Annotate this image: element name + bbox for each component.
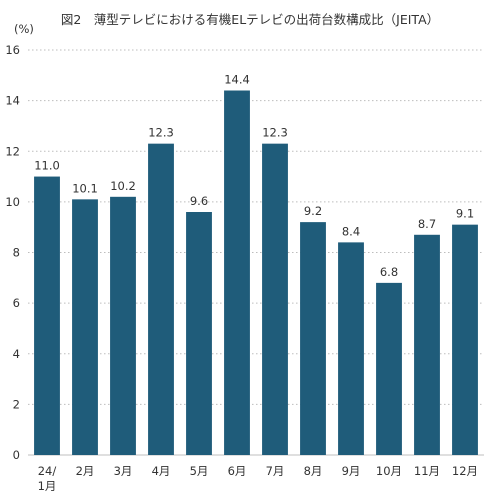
chart-title: 図2 薄型テレビにおける有機ELテレビの出荷台数構成比（JEITA） (60, 12, 440, 27)
bar (452, 224, 478, 455)
data-label: 10.1 (72, 181, 98, 195)
x-tick-label: 24/ (38, 464, 57, 478)
data-label: 6.8 (380, 265, 398, 279)
bar (300, 222, 326, 455)
x-tick-label: 5月 (190, 464, 209, 478)
y-tick-label: 4 (13, 347, 20, 361)
data-label: 8.4 (342, 224, 360, 238)
y-tick-label: 8 (13, 246, 20, 260)
data-label: 14.4 (224, 73, 250, 87)
y-tick-label: 16 (5, 43, 20, 57)
y-tick-label: 14 (5, 94, 20, 108)
data-label: 9.1 (456, 207, 474, 221)
y-tick-label: 12 (5, 144, 20, 158)
data-label: 9.6 (190, 194, 208, 208)
data-label: 9.2 (304, 204, 322, 218)
x-tick-label: 1月 (38, 479, 57, 493)
x-tick-label: 4月 (152, 464, 171, 478)
bar (110, 196, 136, 455)
bar (34, 176, 60, 455)
bar (414, 234, 440, 455)
bar (376, 282, 402, 455)
bar (186, 212, 212, 455)
x-tick-label: 2月 (76, 464, 95, 478)
x-tick-label: 7月 (266, 464, 285, 478)
x-tick-label: 11月 (414, 464, 440, 478)
bar (338, 242, 364, 455)
data-label: 10.2 (110, 179, 136, 193)
y-unit-label: (%) (14, 22, 34, 36)
x-tick-label: 3月 (114, 464, 133, 478)
bar (148, 143, 174, 455)
bar (262, 143, 288, 455)
data-label: 12.3 (262, 126, 288, 140)
y-tick-label: 10 (5, 195, 20, 209)
x-tick-label: 6月 (228, 464, 247, 478)
data-label: 8.7 (418, 217, 436, 231)
bar (72, 199, 98, 455)
x-tick-label: 12月 (452, 464, 478, 478)
y-tick-label: 2 (13, 397, 20, 411)
y-tick-label: 6 (13, 296, 20, 310)
y-tick-label: 0 (13, 448, 20, 462)
x-tick-label: 9月 (342, 464, 361, 478)
data-label: 11.0 (34, 159, 60, 173)
x-tick-label: 10月 (376, 464, 402, 478)
x-tick-label: 8月 (304, 464, 323, 478)
bar (224, 90, 250, 455)
data-label: 12.3 (148, 126, 174, 140)
